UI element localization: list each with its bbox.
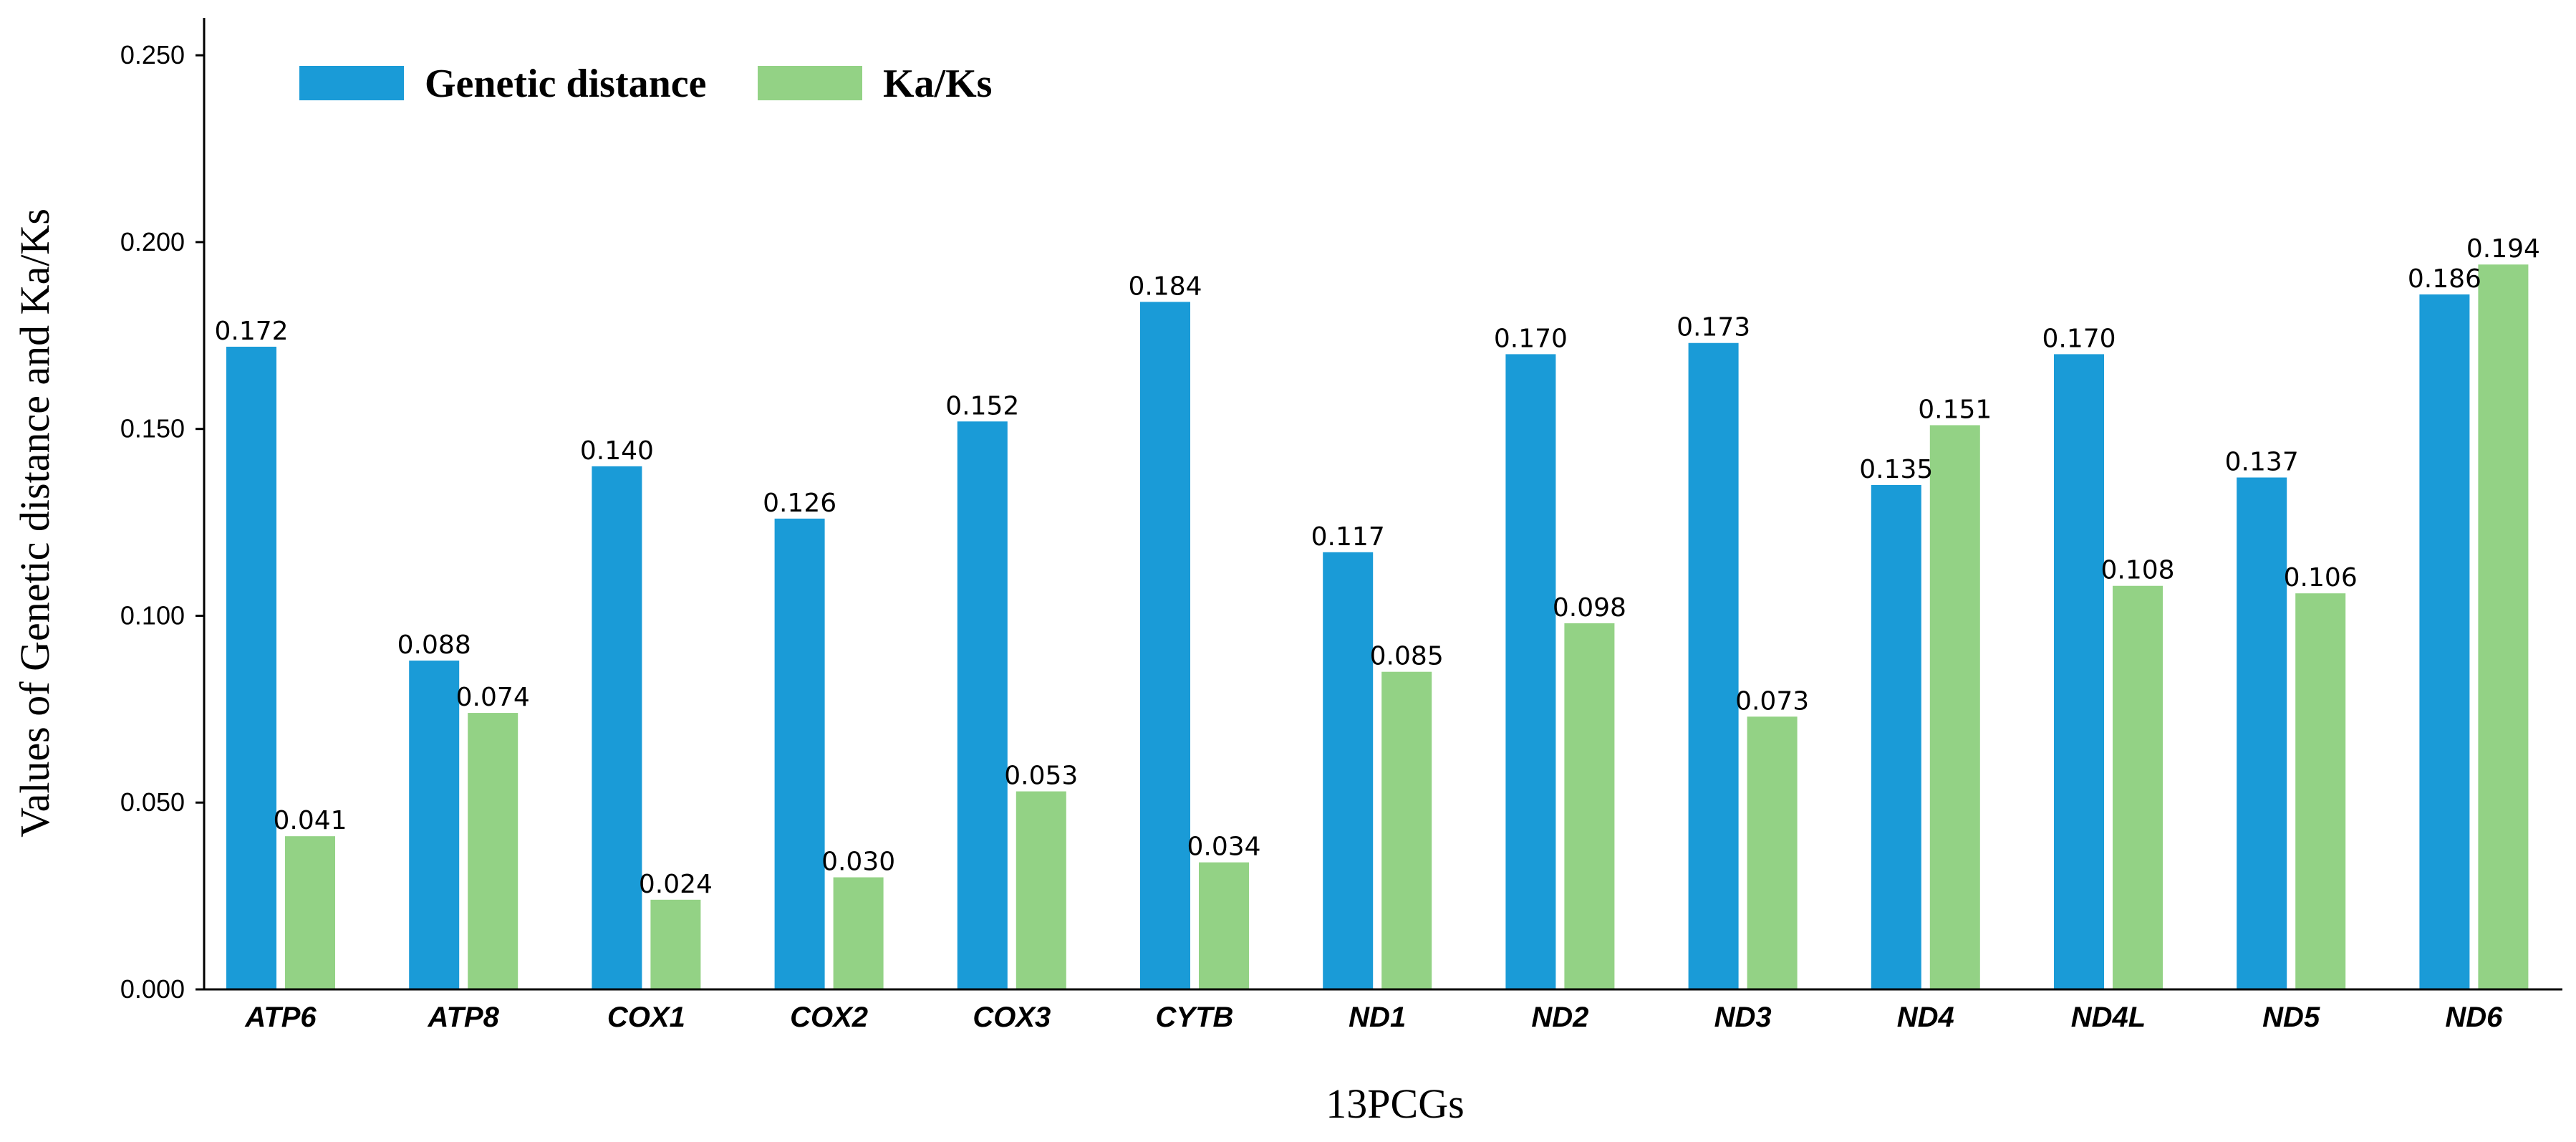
legend: Genetic distance Ka/Ks <box>299 62 992 106</box>
bar-ka-ks-nd2 <box>1564 623 1615 989</box>
y-axis-title: Values of Genetic distance and Ka/Ks <box>11 208 58 838</box>
data-label-ka-ks-atp6: 0.041 <box>273 806 347 835</box>
category-label-nd1: ND1 <box>1349 1002 1406 1033</box>
data-label-genetic-distance-atp8: 0.088 <box>397 630 471 660</box>
bar-ka-ks-cox2 <box>833 877 884 989</box>
category-label-atp8: ATP8 <box>428 1002 500 1033</box>
bar-genetic-distance-nd2 <box>1505 354 1556 989</box>
bar-ka-ks-atp6 <box>285 836 335 989</box>
data-label-ka-ks-nd5: 0.106 <box>2284 563 2358 592</box>
data-label-ka-ks-cox2: 0.030 <box>821 848 895 877</box>
x-axis-category-labels: ATP6 ATP8 COX1 COX2 COX3 CYTB ND1 ND2 ND3 ND4 ND4L… <box>244 1002 2503 1033</box>
bar-genetic-distance-nd4l <box>2054 354 2104 989</box>
data-label-genetic-distance-atp6: 0.172 <box>214 317 288 346</box>
bar-genetic-distance-nd1 <box>1323 552 1374 989</box>
category-label-nd6: ND6 <box>2445 1002 2503 1033</box>
bar-ka-ks-nd4 <box>1929 425 1980 989</box>
y-tick-label: 0.000 <box>120 974 185 1004</box>
bar-genetic-distance-atp6 <box>226 346 276 989</box>
data-label-genetic-distance-nd1: 0.117 <box>1311 522 1385 552</box>
data-label-genetic-distance-nd5: 0.137 <box>2225 447 2299 476</box>
data-label-genetic-distance-cox2: 0.126 <box>763 489 836 518</box>
bar-genetic-distance-nd6 <box>2419 294 2470 989</box>
bar-genetic-distance-nd4 <box>1871 484 1921 989</box>
bar-ka-ks-nd3 <box>1747 716 1798 989</box>
category-label-nd4: ND4 <box>1897 1002 1954 1033</box>
x-axis-title: 13PCGs <box>1326 1080 1464 1127</box>
bar-genetic-distance-nd3 <box>1688 342 1739 989</box>
legend-swatch-ka-ks <box>758 66 862 100</box>
legend-label-ka-ks: Ka/Ks <box>883 62 992 106</box>
data-label-ka-ks-atp8: 0.074 <box>456 683 530 712</box>
category-label-nd3: ND3 <box>1714 1002 1772 1033</box>
data-label-genetic-distance-cox1: 0.140 <box>580 436 654 466</box>
data-label-ka-ks-cytb: 0.034 <box>1187 832 1260 862</box>
data-label-ka-ks-nd6: 0.194 <box>2466 234 2540 264</box>
data-label-genetic-distance-nd3: 0.173 <box>1677 313 1750 342</box>
y-tick-label: 0.050 <box>120 787 185 817</box>
category-label-cox1: COX1 <box>607 1002 685 1033</box>
data-labels: 0.172 0.041 0.088 0.074 0.140 0.024 0.126 0.030… <box>214 234 2539 899</box>
category-label-nd2: ND2 <box>1531 1002 1588 1033</box>
bar-ka-ks-cytb <box>1199 862 1249 989</box>
data-label-ka-ks-nd1: 0.085 <box>1370 642 1444 671</box>
bar-ka-ks-nd1 <box>1381 671 1432 989</box>
bar-genetic-distance-cytb <box>1140 302 1190 989</box>
bar-genetic-distance-cox3 <box>957 421 1008 989</box>
bar-ka-ks-nd6 <box>2478 264 2529 989</box>
y-tick-label: 0.250 <box>120 40 185 69</box>
legend-swatch-genetic-distance <box>299 66 404 100</box>
data-label-genetic-distance-nd2: 0.170 <box>1494 324 1568 353</box>
bars <box>226 264 2529 989</box>
data-label-genetic-distance-nd4: 0.135 <box>1859 455 1933 484</box>
category-label-atp6: ATP6 <box>244 1002 317 1033</box>
bar-ka-ks-cox3 <box>1016 791 1066 989</box>
category-label-cox3: COX3 <box>973 1002 1051 1033</box>
data-label-ka-ks-cox1: 0.024 <box>639 870 713 899</box>
y-tick-label: 0.200 <box>120 227 185 256</box>
data-label-genetic-distance-cox3: 0.152 <box>945 391 1019 421</box>
bar-ka-ks-atp8 <box>468 713 518 989</box>
category-label-cox2: COX2 <box>790 1002 868 1033</box>
bar-ka-ks-nd4l <box>2113 585 2163 989</box>
y-axis-ticks: 0.000 0.050 0.100 0.150 0.200 0.250 <box>120 40 204 1004</box>
y-tick-label: 0.100 <box>120 600 185 630</box>
category-label-cytb: CYTB <box>1156 1002 1234 1033</box>
data-label-genetic-distance-cytb: 0.184 <box>1128 272 1202 301</box>
bar-genetic-distance-atp8 <box>409 661 460 989</box>
category-label-nd5: ND5 <box>2262 1002 2320 1033</box>
bar-ka-ks-nd5 <box>2295 593 2346 989</box>
data-label-ka-ks-cox3: 0.053 <box>1004 762 1078 791</box>
legend-label-genetic-distance: Genetic distance <box>425 62 706 106</box>
bar-genetic-distance-cox1 <box>592 466 642 989</box>
bar-genetic-distance-nd5 <box>2237 477 2287 989</box>
data-label-ka-ks-nd4: 0.151 <box>1918 395 1992 424</box>
bar-genetic-distance-cox2 <box>774 518 825 989</box>
bar-ka-ks-cox1 <box>650 899 701 989</box>
category-label-nd4l: ND4L <box>2071 1002 2146 1033</box>
data-label-ka-ks-nd4l: 0.108 <box>2100 556 2174 585</box>
data-label-ka-ks-nd3: 0.073 <box>1735 686 1809 716</box>
data-label-genetic-distance-nd6: 0.186 <box>2408 264 2481 294</box>
data-label-genetic-distance-nd4l: 0.170 <box>2042 324 2116 353</box>
data-label-ka-ks-nd2: 0.098 <box>1553 593 1626 623</box>
y-tick-label: 0.150 <box>120 414 185 443</box>
